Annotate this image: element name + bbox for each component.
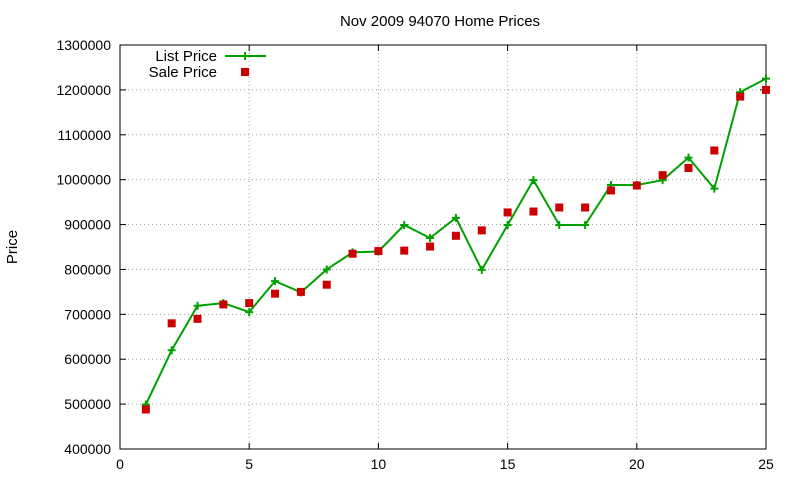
- sale-price-point: [193, 314, 202, 323]
- tick-labels: 0 5 10 15 20 25 400000 500000 600000 700000 800000…: [56, 37, 774, 472]
- x-tick-label: 15: [500, 456, 516, 472]
- x-tick-label: 20: [629, 456, 645, 472]
- sale-price-point: [581, 203, 590, 212]
- sale-price-point: [632, 181, 641, 190]
- list-price-point: [245, 308, 254, 317]
- sale-price-point: [736, 92, 745, 101]
- sale-price-point: [296, 287, 305, 296]
- x-tick-label: 0: [116, 456, 124, 472]
- sale-price-point: [141, 405, 150, 414]
- list-price-point: [710, 184, 719, 193]
- legend-label: Sale Price: [149, 64, 217, 81]
- y-tick-label: 400000: [64, 441, 111, 457]
- x-tick-label: 25: [758, 456, 774, 472]
- list-price-point: [684, 153, 693, 162]
- legend-label: List Price: [155, 48, 217, 65]
- y-tick-label: 1000000: [56, 172, 111, 188]
- sale-price-point: [322, 280, 331, 289]
- list-price-point: [762, 74, 770, 83]
- list-price-point: [400, 221, 409, 230]
- sale-price-point: [529, 207, 538, 216]
- list-price-point: [451, 213, 460, 222]
- grid: [120, 45, 766, 449]
- y-tick-label: 900000: [64, 217, 111, 233]
- chart-title: Nov 2009 94070 Home Prices: [340, 13, 540, 30]
- list-price-line: [144, 77, 767, 405]
- x-tick-label: 10: [371, 456, 387, 472]
- sale-price-point: [167, 319, 176, 328]
- sale-price-point: [762, 85, 770, 94]
- sale-price-point: [374, 247, 383, 256]
- axes: [119, 44, 767, 450]
- list-price-point: [167, 346, 176, 355]
- plot-series: [141, 74, 770, 414]
- y-tick-label: 700000: [64, 306, 111, 322]
- y-tick-label: 500000: [64, 396, 111, 412]
- sale-price-point: [684, 163, 693, 172]
- list-price-point: [322, 265, 331, 274]
- y-tick-label: 1200000: [56, 82, 111, 98]
- list-price-point: [503, 221, 512, 230]
- legend-swatch-marker: [241, 52, 249, 60]
- sale-price-point: [710, 146, 719, 155]
- x-tick-label: 5: [245, 456, 253, 472]
- sale-price-point: [426, 242, 435, 251]
- list-price-point: [555, 221, 564, 230]
- sale-price-point: [348, 249, 357, 258]
- sale-price-point: [606, 186, 615, 195]
- y-tick-label: 600000: [64, 351, 111, 367]
- sale-price-point: [219, 300, 228, 309]
- y-tick-label: 800000: [64, 261, 111, 277]
- sale-price-point: [271, 289, 280, 298]
- sale-price-point: [503, 208, 512, 217]
- list-price-point: [426, 234, 435, 243]
- list-price-point: [581, 221, 590, 230]
- sale-price-point: [451, 231, 460, 240]
- legend-swatch-marker: [241, 68, 249, 76]
- sale-price-point: [555, 203, 564, 212]
- list-price-point: [193, 301, 202, 310]
- sale-price-point: [658, 171, 667, 180]
- plot-border: [119, 44, 767, 450]
- list-price-point: [271, 277, 280, 286]
- sale-price-point: [245, 299, 254, 308]
- list-price-point: [477, 265, 486, 274]
- list-price-point: [529, 176, 538, 185]
- sale-price-point: [477, 226, 486, 235]
- sale-price-point: [400, 246, 409, 255]
- y-axis-label: Price: [4, 230, 21, 264]
- y-tick-label: 1300000: [56, 37, 111, 53]
- y-tick-label: 1100000: [58, 127, 112, 143]
